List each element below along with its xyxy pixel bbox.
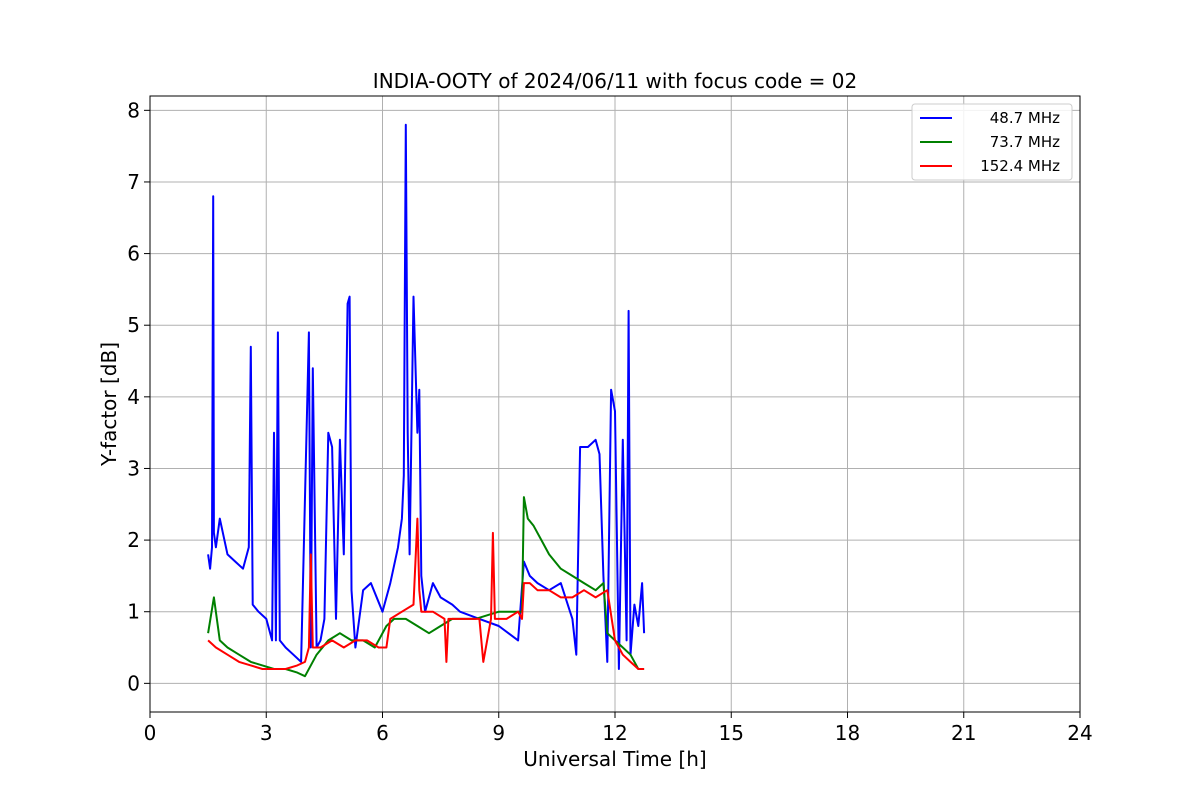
x-tick-label: 12 bbox=[602, 721, 627, 745]
x-tick-label: 9 bbox=[492, 721, 505, 745]
x-tick-label: 18 bbox=[835, 721, 860, 745]
x-tick-label: 24 bbox=[1067, 721, 1092, 745]
x-axis-title: Universal Time [h] bbox=[523, 747, 706, 771]
x-tick-label: 6 bbox=[376, 721, 389, 745]
series-line-0 bbox=[207, 123, 646, 670]
y-tick-label: 2 bbox=[127, 528, 140, 552]
chart-title: INDIA-OOTY of 2024/06/11 with focus code… bbox=[373, 69, 857, 93]
x-tick-label: 3 bbox=[260, 721, 273, 745]
y-tick-label: 1 bbox=[127, 600, 140, 624]
legend-label: 152.4 MHz bbox=[980, 157, 1060, 175]
y-tick-label: 6 bbox=[127, 242, 140, 266]
legend-label: 73.7 MHz bbox=[990, 133, 1060, 151]
y-tick-label: 5 bbox=[127, 313, 140, 337]
legend-box bbox=[911, 103, 1073, 181]
x-tick-label: 15 bbox=[719, 721, 744, 745]
y-tick-label: 0 bbox=[127, 671, 140, 695]
y-axis-ticks: 0 1 2 3 4 5 6 7 8 bbox=[127, 98, 150, 695]
x-tick-label: 21 bbox=[951, 721, 976, 745]
series-line-2 bbox=[207, 517, 645, 670]
x-tick-label: 0 bbox=[144, 721, 157, 745]
y-tick-label: 7 bbox=[127, 170, 140, 194]
legend-label: 48.7 MHz bbox=[990, 109, 1060, 127]
legend: 48.7 MHz 73.7 MHz 152.4 MHz bbox=[911, 103, 1073, 181]
x-axis-ticks: 0 3 6 9 12 15 18 21 24 bbox=[144, 712, 1093, 745]
y-tick-label: 4 bbox=[127, 385, 140, 409]
grid bbox=[149, 96, 1081, 712]
y-tick-label: 8 bbox=[127, 98, 140, 122]
series-layer bbox=[207, 123, 646, 678]
y-axis-title: Y-factor [dB] bbox=[97, 342, 121, 467]
y-tick-label: 3 bbox=[127, 456, 140, 480]
